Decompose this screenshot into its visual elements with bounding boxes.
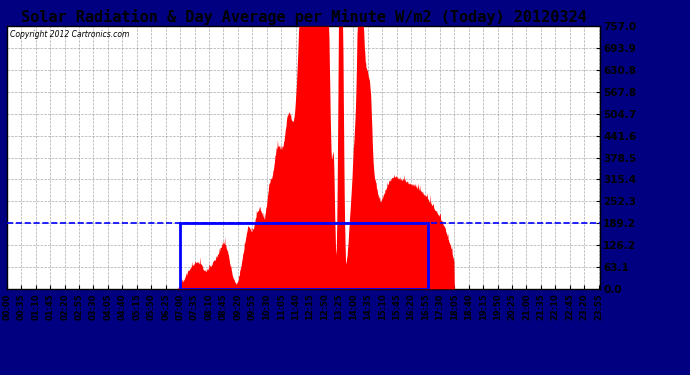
Text: Copyright 2012 Cartronics.com: Copyright 2012 Cartronics.com — [10, 30, 129, 39]
Bar — [180, 223, 428, 289]
Title: Solar Radiation & Day Average per Minute W/m2 (Today) 20120324: Solar Radiation & Day Average per Minute… — [21, 9, 586, 25]
